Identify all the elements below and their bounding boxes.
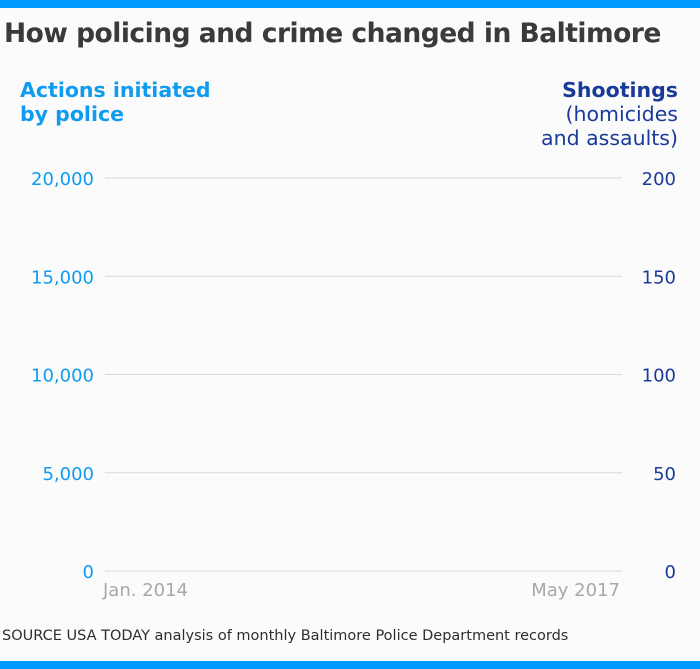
right-axis-title-line3: and assaults)	[541, 126, 678, 150]
right-tick-label: 200	[642, 169, 676, 190]
right-axis-title: Shootings (homicides and assaults)	[541, 78, 678, 150]
left-axis-title-line1: Actions initiated	[20, 78, 211, 102]
right-tick-label: 50	[653, 464, 676, 485]
right-axis-title-line2: (homicides	[565, 102, 678, 126]
left-tick-label: 5,000	[42, 464, 94, 485]
x-axis-ticks: Jan. 2014 May 2017	[102, 580, 620, 601]
gridlines	[105, 177, 622, 572]
source-note: SOURCE USA TODAY analysis of monthly Bal…	[2, 628, 569, 644]
top-accent-bar	[0, 0, 700, 8]
bottom-accent-bar	[0, 661, 700, 669]
right-tick-label: 150	[642, 267, 676, 288]
chart-title: How policing and crime changed in Baltim…	[4, 18, 661, 49]
right-tick-label: 0	[665, 562, 676, 583]
left-axis-title-line2: by police	[20, 102, 125, 126]
left-axis-ticks: 0 5,000 10,000 15,000 20,000	[31, 169, 94, 583]
right-axis-title-line1: Shootings	[562, 78, 678, 102]
left-tick-label: 0	[83, 562, 94, 583]
left-tick-label: 10,000	[31, 366, 94, 387]
left-tick-label: 20,000	[31, 169, 94, 190]
right-axis-ticks: 0 50 100 150 200	[642, 169, 676, 583]
x-tick-label: Jan. 2014	[102, 580, 188, 601]
x-tick-label: May 2017	[531, 580, 620, 601]
left-axis-title: Actions initiated by police	[20, 78, 211, 126]
left-tick-label: 15,000	[31, 267, 94, 288]
right-tick-label: 100	[642, 366, 676, 387]
